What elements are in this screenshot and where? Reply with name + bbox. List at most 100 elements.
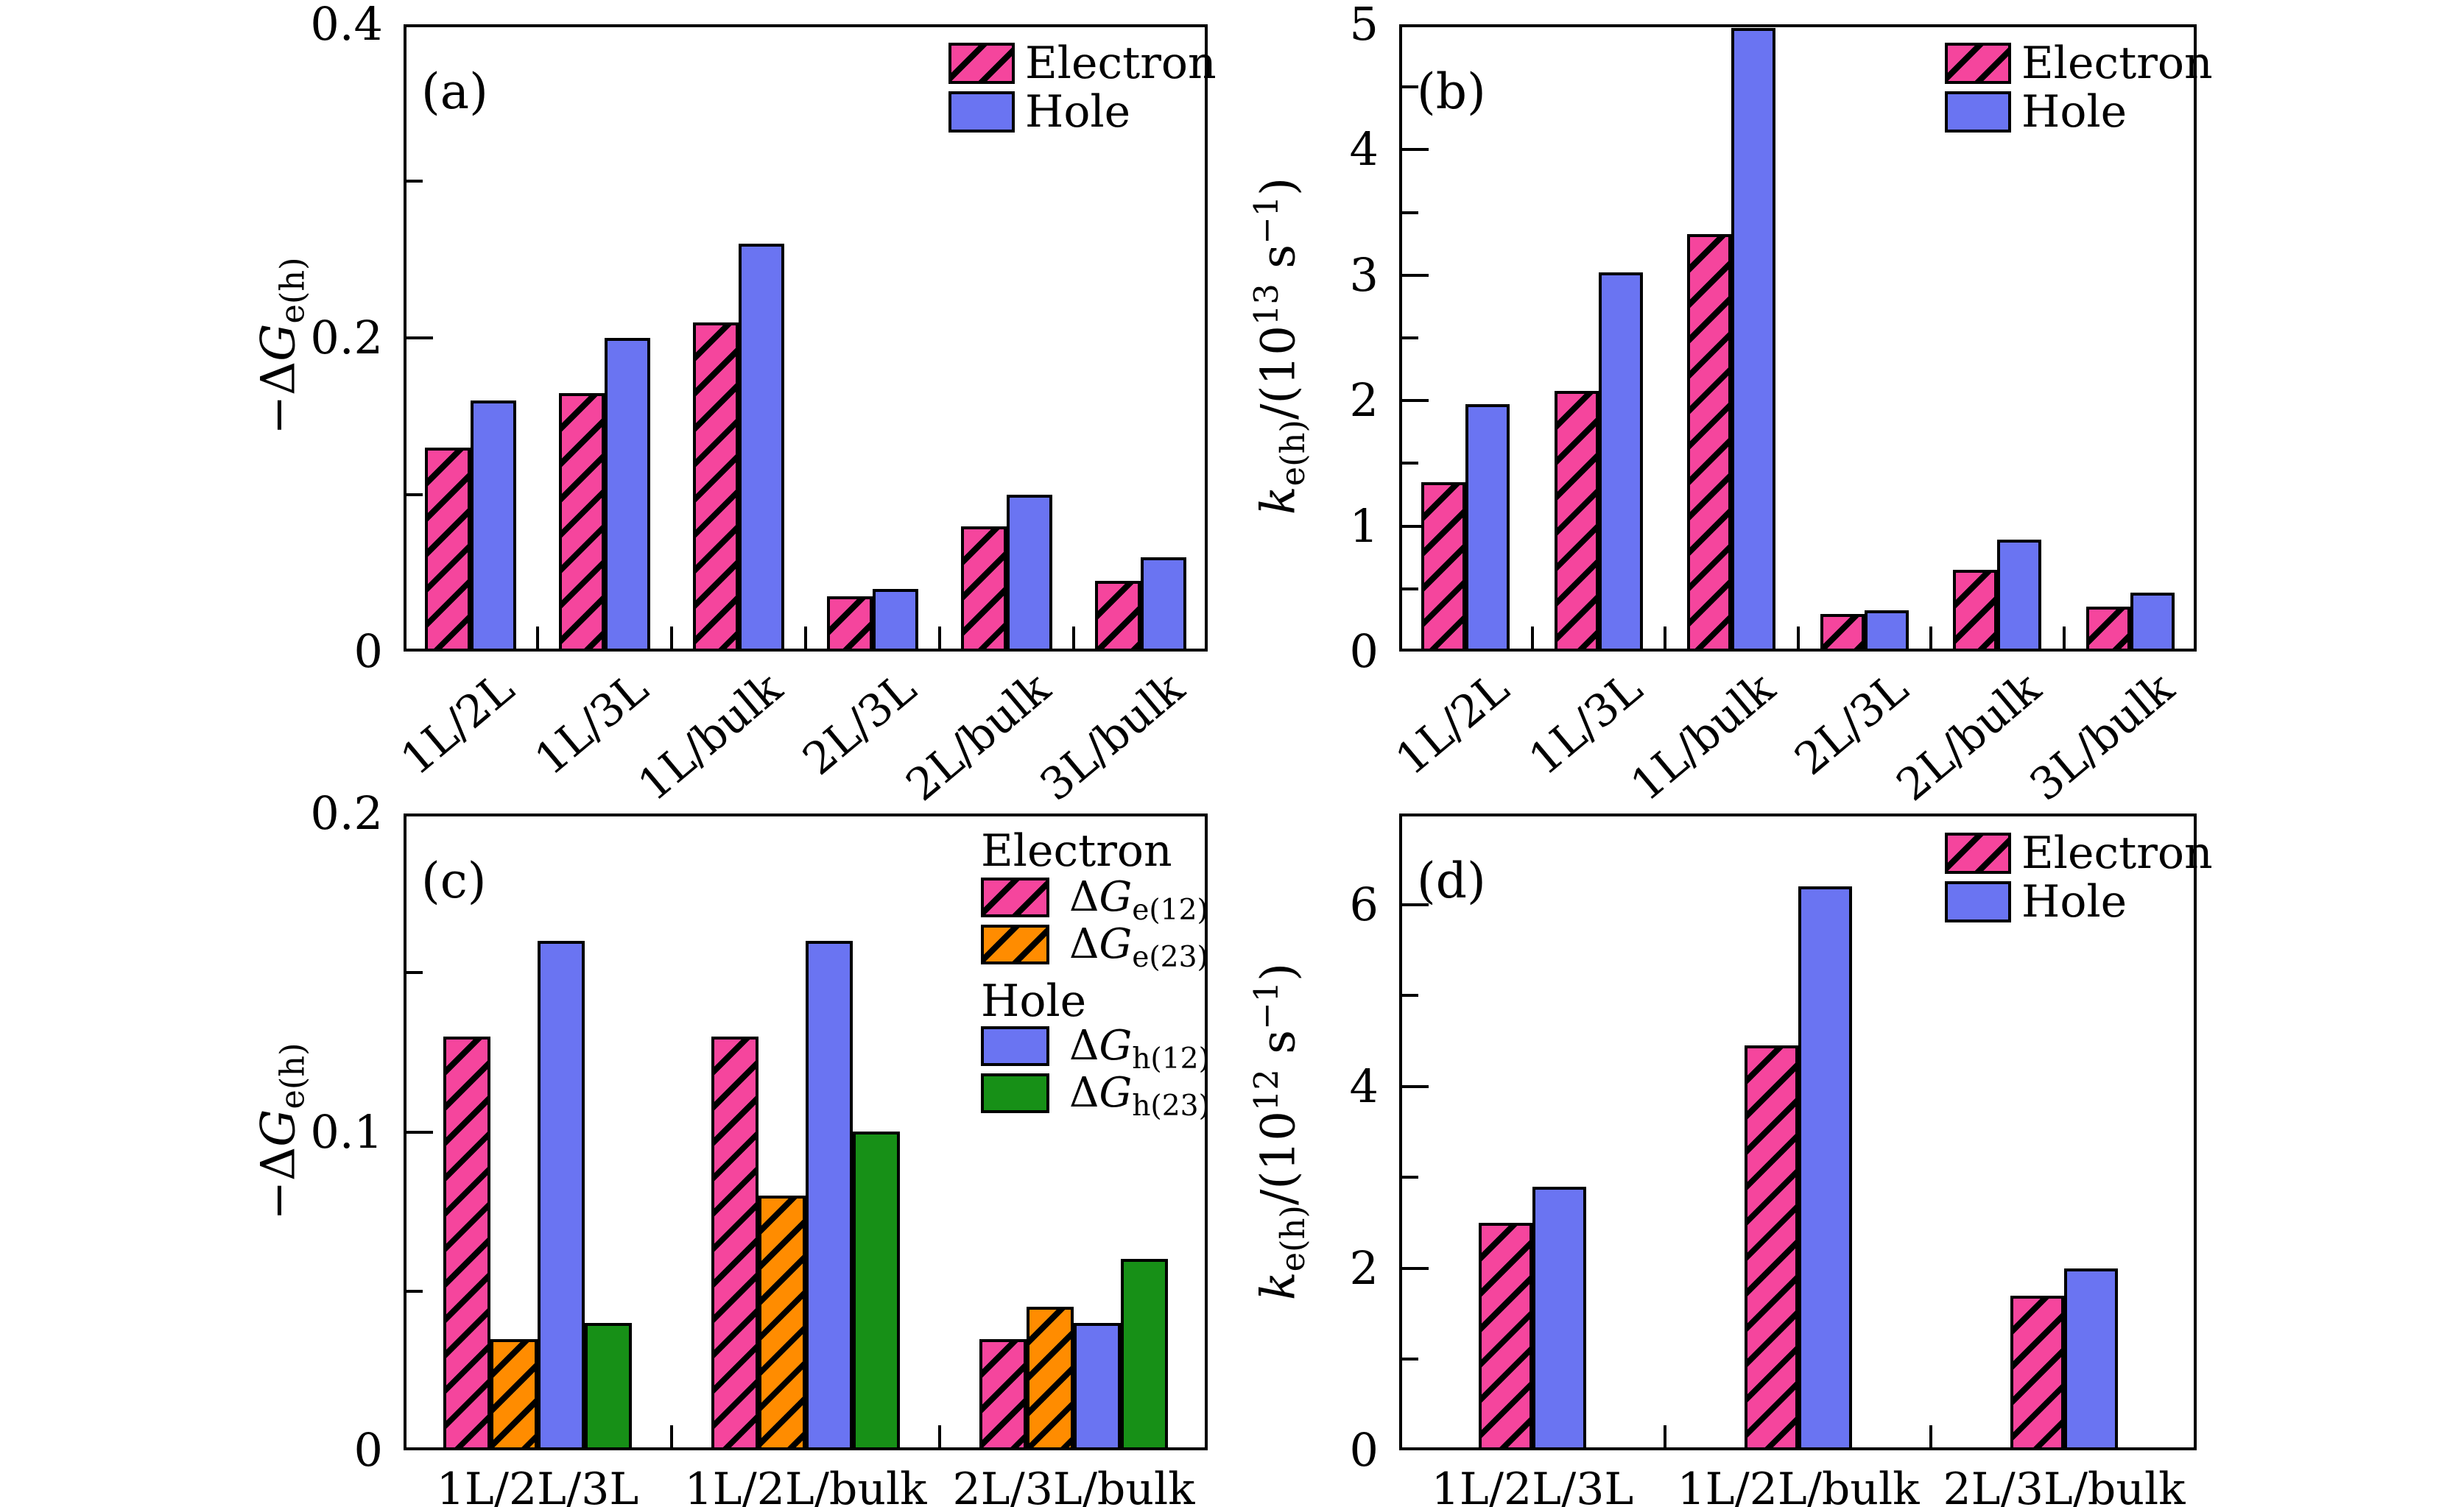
legend-a-electron-label: Electron xyxy=(1025,38,1217,89)
a-x-tick xyxy=(1072,627,1075,649)
bar-b-Electron-1L/2L xyxy=(1421,482,1465,652)
richtext-segment: e(h) xyxy=(1273,1205,1312,1272)
panel-c-y-axis-label: −ΔGe(h) xyxy=(251,1042,316,1220)
a-y-tick-label: 0 xyxy=(353,624,383,678)
bar-a-Electron-2L/3L xyxy=(827,596,873,652)
richtext-segment: Δ xyxy=(1069,1022,1099,1070)
bar-b-Hole-2L/bulk xyxy=(1997,540,2041,652)
b-x-tick-label: 3L/bulk xyxy=(2020,662,2184,811)
richtext-segment: G xyxy=(1099,920,1133,968)
b-y-major-tick xyxy=(1402,399,1429,402)
bar-c-ΔG_e(12)-1L/2L/bulk xyxy=(711,1037,758,1450)
b-y-major-tick xyxy=(1402,274,1429,277)
richtext-segment: 12 xyxy=(1247,1069,1286,1112)
d-y-major-tick xyxy=(1402,1267,1429,1270)
b-y-minor-tick xyxy=(1402,211,1418,214)
bar-b-Electron-1L/3L xyxy=(1555,391,1599,652)
bar-a-Electron-1L/bulk xyxy=(693,322,739,652)
legend-b-hole-swatch xyxy=(1945,91,2011,133)
richtext-segment: Δ xyxy=(1069,1069,1099,1117)
legend-b-electron-label: Electron xyxy=(2021,38,2213,89)
bar-c-ΔG_h(23)-1L/2L/3L xyxy=(585,1323,632,1450)
bar-c-ΔG_h(12)-2L/3L/bulk xyxy=(1074,1323,1121,1450)
bar-c-ΔG_h(23)-2L/3L/bulk xyxy=(1121,1259,1168,1450)
legend-c-hole-header: Hole xyxy=(981,975,1087,1027)
d-x-tick-label: 2L/3L/bulk xyxy=(1943,1464,2186,1507)
bar-a-Hole-2L/3L xyxy=(873,589,918,652)
richtext-segment: 13 xyxy=(1247,283,1286,326)
a-y-tick-label: 0.4 xyxy=(310,0,383,51)
richtext-segment: s xyxy=(1251,244,1306,284)
richtext-segment: e(23) xyxy=(1132,940,1208,974)
d-y-tick-label: 2 xyxy=(1349,1241,1379,1295)
bar-b-Hole-1L/3L xyxy=(1599,272,1643,652)
c-y-tick-label: 0 xyxy=(353,1423,383,1477)
b-x-tick xyxy=(2063,627,2066,649)
richtext-segment: e(h) xyxy=(1273,420,1312,487)
bar-c-ΔG_h(12)-1L/2L/3L xyxy=(538,941,585,1450)
richtext-segment: /(10 xyxy=(1251,325,1306,420)
b-y-tick-label: 1 xyxy=(1349,499,1379,553)
d-x-tick xyxy=(1929,1425,1932,1447)
b-y-minor-tick xyxy=(1402,336,1418,339)
b-x-tick xyxy=(1929,627,1932,649)
d-y-minor-tick xyxy=(1402,1358,1418,1360)
legend-c-dgh12-swatch xyxy=(981,1026,1049,1066)
a-x-tick-label: 3L/bulk xyxy=(1030,662,1194,811)
bar-c-ΔG_h(23)-1L/2L/bulk xyxy=(853,1132,900,1450)
panel-a-y-axis-label: −ΔGe(h) xyxy=(251,257,316,434)
richtext-segment: e(12) xyxy=(1132,893,1208,927)
b-y-tick-label: 5 xyxy=(1349,0,1379,51)
b-y-major-tick xyxy=(1402,525,1429,528)
bar-c-ΔG_e(23)-2L/3L/bulk xyxy=(1027,1307,1074,1450)
b-y-major-tick xyxy=(1402,148,1429,151)
d-x-tick-label: 1L/2L/3L xyxy=(1431,1464,1634,1507)
a-y-major-tick xyxy=(406,336,433,339)
panel-d-y-axis-label: ke(h)/(1012 s−1) xyxy=(1243,963,1317,1300)
richtext-segment: /(10 xyxy=(1251,1111,1306,1206)
richtext-segment: ) xyxy=(1251,962,1306,981)
richtext-segment: Δ xyxy=(1069,873,1099,921)
a-y-tick-label: 0.2 xyxy=(310,311,383,364)
bar-a-Hole-2L/bulk xyxy=(1007,495,1052,652)
b-x-tick-label: 1L/bulk xyxy=(1621,662,1785,811)
c-x-tick-label: 1L/2L/3L xyxy=(436,1464,639,1507)
bar-a-Electron-3L/bulk xyxy=(1095,581,1141,652)
richtext-segment: e(h) xyxy=(272,1042,312,1109)
legend-a-hole-swatch xyxy=(948,91,1015,133)
bar-d-Electron-1L/2L/3L xyxy=(1479,1223,1532,1450)
panel-a-plot-area xyxy=(404,24,1208,652)
richtext-segment: s xyxy=(1251,1029,1306,1070)
c-x-tick-label: 1L/2L/bulk xyxy=(684,1464,927,1507)
panel-b-y-axis-label: ke(h)/(1013 s−1) xyxy=(1243,177,1317,515)
b-x-tick xyxy=(1664,627,1666,649)
legend-d-hole-label: Hole xyxy=(2021,876,2127,928)
a-x-tick-label: 1L/bulk xyxy=(628,662,792,811)
richtext-segment: G xyxy=(251,323,306,361)
legend-c-dge23-label: ΔGe(23) xyxy=(1069,924,1208,974)
c-y-tick-label: 0.2 xyxy=(310,786,383,840)
c-y-minor-tick xyxy=(406,971,423,974)
d-y-minor-tick xyxy=(1402,994,1418,997)
legend-d-electron-swatch xyxy=(1945,833,2011,874)
richtext-segment: h(12) xyxy=(1132,1042,1210,1076)
bar-d-Hole-2L/3L/bulk xyxy=(2064,1268,2118,1450)
b-y-minor-tick xyxy=(1402,462,1418,465)
c-y-tick-label: 0.1 xyxy=(310,1105,383,1159)
c-y-major-tick xyxy=(406,1131,433,1134)
b-y-tick-label: 4 xyxy=(1349,122,1379,176)
richtext-segment: Δ xyxy=(1069,920,1099,968)
richtext-segment: −1 xyxy=(1247,981,1286,1030)
bar-a-Electron-1L/2L xyxy=(425,448,471,652)
bar-a-Hole-1L/bulk xyxy=(739,244,784,652)
d-y-minor-tick xyxy=(1402,1176,1418,1179)
bar-a-Hole-3L/bulk xyxy=(1141,557,1186,652)
b-x-tick xyxy=(1797,627,1800,649)
a-x-tick xyxy=(804,627,807,649)
panel-d-label: (d) xyxy=(1417,853,1486,909)
richtext-segment: −Δ xyxy=(251,361,306,435)
bar-d-Electron-1L/2L/bulk xyxy=(1745,1045,1798,1450)
legend-d-hole-swatch xyxy=(1945,881,2011,922)
panel-b-plot-area xyxy=(1399,24,2197,652)
